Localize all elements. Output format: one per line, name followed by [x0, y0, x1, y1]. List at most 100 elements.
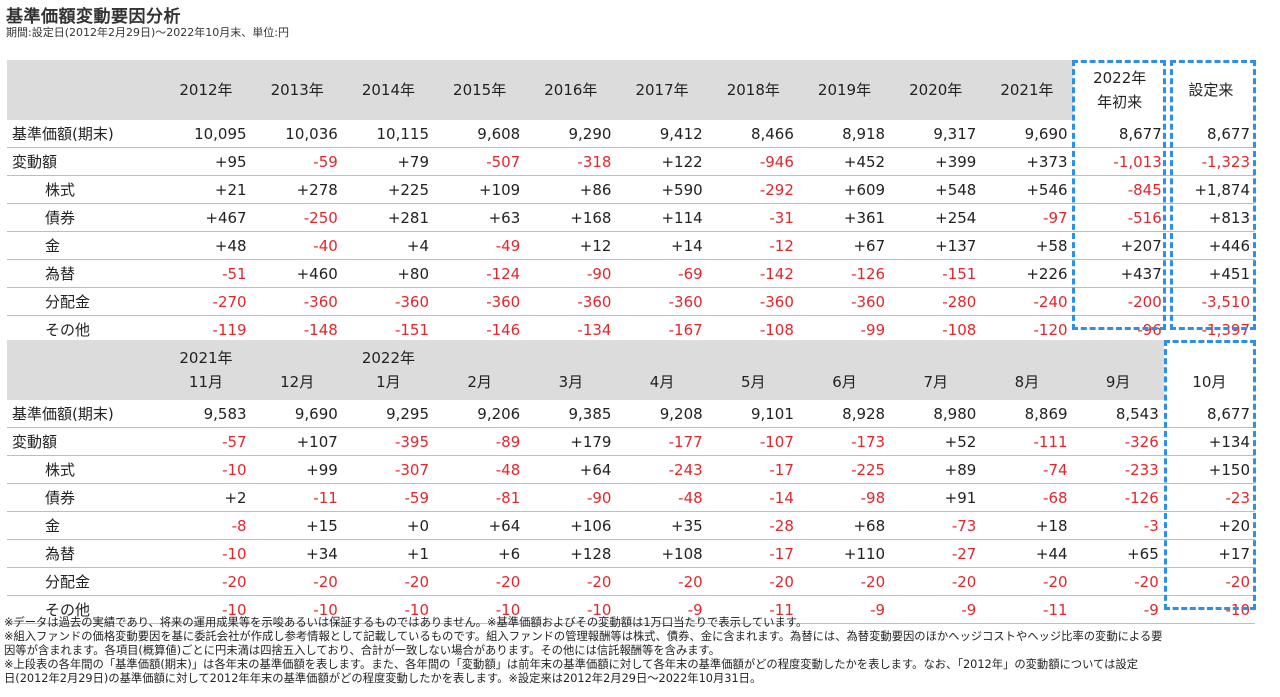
annual-value-cell: +254	[890, 203, 982, 232]
annual-header-text: 2013年	[270, 81, 324, 99]
annual-value-cell: +207	[1072, 231, 1167, 260]
annual-value-cell: -167	[616, 315, 708, 344]
monthly-value-cell: -11	[707, 595, 799, 624]
monthly-value-cell: +64	[525, 455, 617, 484]
monthly-value-cell: 9,583	[160, 400, 252, 428]
annual-value-cell: -120	[981, 315, 1073, 344]
monthly-value-cell: -90	[525, 483, 617, 512]
annual-value-cell: -151	[342, 315, 435, 344]
monthly-header-year	[799, 346, 890, 370]
footnote-line: 因等が含まれます。各項目(概算値)ごとに円未満は四捨五入しており、合計が一致しな…	[4, 644, 721, 657]
annual-value-cell: +813	[1166, 203, 1255, 232]
monthly-value-cell: -20	[342, 567, 435, 596]
monthly-value-cell: -9	[1072, 595, 1164, 624]
annual-header-text: 2022年	[1093, 69, 1147, 87]
monthly-column-header: 5月	[707, 340, 799, 400]
monthly-header-year: 2021年	[179, 349, 233, 367]
monthly-value-cell: -233	[1072, 455, 1164, 484]
annual-header-text: 設定来	[1188, 81, 1234, 99]
annual-data-row: その他 -119 -148 -151 -146 -134 -167 -108 -99 -108 -1…	[7, 315, 1255, 344]
annual-value-cell: -360	[798, 287, 891, 316]
monthly-value-cell: -17	[707, 539, 799, 568]
monthly-value-cell: -107	[707, 427, 799, 456]
monthly-value-cell: +65	[1072, 539, 1164, 568]
monthly-value-cell: -10	[160, 455, 252, 484]
monthly-value-cell: -20	[251, 567, 343, 596]
annual-value-cell: -59	[251, 147, 343, 176]
footnote-line: ※組入ファンドの価格変動要因を基に委託会社が作成し参考情報として記載しているもの…	[4, 630, 1163, 643]
annual-value-cell: -360	[342, 287, 435, 316]
monthly-value-cell: 8,677	[1163, 400, 1255, 428]
monthly-value-cell: +110	[798, 539, 891, 568]
annual-value-cell: 10,115	[342, 120, 435, 148]
annual-value-cell: -51	[160, 259, 252, 288]
monthly-header-month: 12月	[280, 373, 315, 391]
monthly-value-cell: +18	[981, 511, 1073, 540]
monthly-value-cell: -395	[342, 427, 435, 456]
monthly-value-cell: +134	[1163, 427, 1255, 456]
annual-column-header: 2017年	[616, 60, 708, 120]
annual-row-label: 債券	[7, 203, 161, 232]
annual-column-header: 2016年	[525, 60, 617, 120]
annual-column-header: 2013年	[251, 60, 343, 120]
monthly-header-month: 11月	[188, 373, 224, 391]
monthly-value-cell: -20	[1163, 567, 1255, 596]
annual-data-row: 株式 +21 +278 +225 +109 +86 +590 -292 +609 +548 +546…	[7, 175, 1255, 204]
annual-value-cell: +48	[160, 231, 252, 260]
monthly-value-cell: -11	[251, 483, 343, 512]
monthly-column-header: 7月	[890, 340, 982, 400]
annual-header-text: 2021年	[1000, 81, 1054, 99]
monthly-value-cell: -20	[1072, 567, 1164, 596]
annual-value-cell: -360	[616, 287, 708, 316]
monthly-value-cell: -9	[616, 595, 708, 624]
monthly-header-month: 10月	[1192, 373, 1227, 391]
annual-value-cell: -31	[707, 203, 799, 232]
monthly-value-cell: -20	[160, 567, 252, 596]
monthly-header-year	[525, 346, 616, 370]
annual-value-cell: -270	[160, 287, 252, 316]
monthly-header-month: 7月	[923, 373, 948, 391]
monthly-column-header: 9月	[1072, 340, 1164, 400]
monthly-value-cell: +89	[890, 455, 982, 484]
footnote-line: ※上段表の各年間の「基準価額(期末)」は各年末の基準価額を表します。また、各年間…	[4, 658, 1139, 671]
monthly-column-header: 2月	[434, 340, 526, 400]
annual-column-header: 2019年	[798, 60, 891, 120]
monthly-header-corner	[7, 340, 161, 400]
monthly-value-cell: 8,543	[1072, 400, 1164, 428]
monthly-value-cell: -10	[160, 539, 252, 568]
monthly-value-cell: -10	[251, 595, 343, 624]
annual-value-cell: +122	[616, 147, 708, 176]
monthly-row-label: 株式	[7, 455, 161, 484]
annual-value-cell: -946	[707, 147, 799, 176]
monthly-data-row: 変動額 -57 +107 -395 -89 +179 -177 -107 -173 +52 -111…	[7, 427, 1255, 456]
annual-value-cell: +546	[981, 175, 1073, 204]
monthly-row-label: 変動額	[7, 427, 161, 456]
annual-value-cell: -40	[251, 231, 343, 260]
annual-value-cell: +114	[616, 203, 708, 232]
monthly-value-cell: -177	[616, 427, 708, 456]
monthly-value-cell: +52	[890, 427, 982, 456]
monthly-value-cell: +35	[616, 511, 708, 540]
monthly-value-cell: -10	[525, 595, 617, 624]
annual-value-cell: +467	[160, 203, 252, 232]
monthly-value-cell: -48	[434, 455, 526, 484]
annual-value-cell: -250	[251, 203, 343, 232]
monthly-row-label: 債券	[7, 483, 161, 512]
annual-value-cell: +86	[525, 175, 617, 204]
annual-value-cell: +168	[525, 203, 617, 232]
annual-header-text: 年初来	[1097, 93, 1143, 111]
annual-value-cell: -3,510	[1166, 287, 1255, 316]
monthly-header-year	[616, 346, 707, 370]
annual-data-row: 金 +48 -40 +4 -49 +12 +14 -12 +67 +137 +58 +207 +446	[7, 231, 1255, 260]
monthly-header-year	[1073, 346, 1164, 370]
monthly-value-cell: -225	[798, 455, 891, 484]
monthly-value-cell: 9,208	[616, 400, 708, 428]
annual-value-cell: -148	[251, 315, 343, 344]
annual-value-cell: +548	[890, 175, 982, 204]
annual-column-header: 2022年年初来	[1072, 60, 1167, 120]
monthly-header-month: 6月	[832, 373, 857, 391]
monthly-value-cell: -307	[342, 455, 435, 484]
annual-value-cell: +451	[1166, 259, 1255, 288]
monthly-data-row: その他 -10 -10 -10 -10 -10 -9 -11 -9 -9 -11 -9 -10	[7, 595, 1255, 624]
annual-value-cell: -200	[1072, 287, 1167, 316]
